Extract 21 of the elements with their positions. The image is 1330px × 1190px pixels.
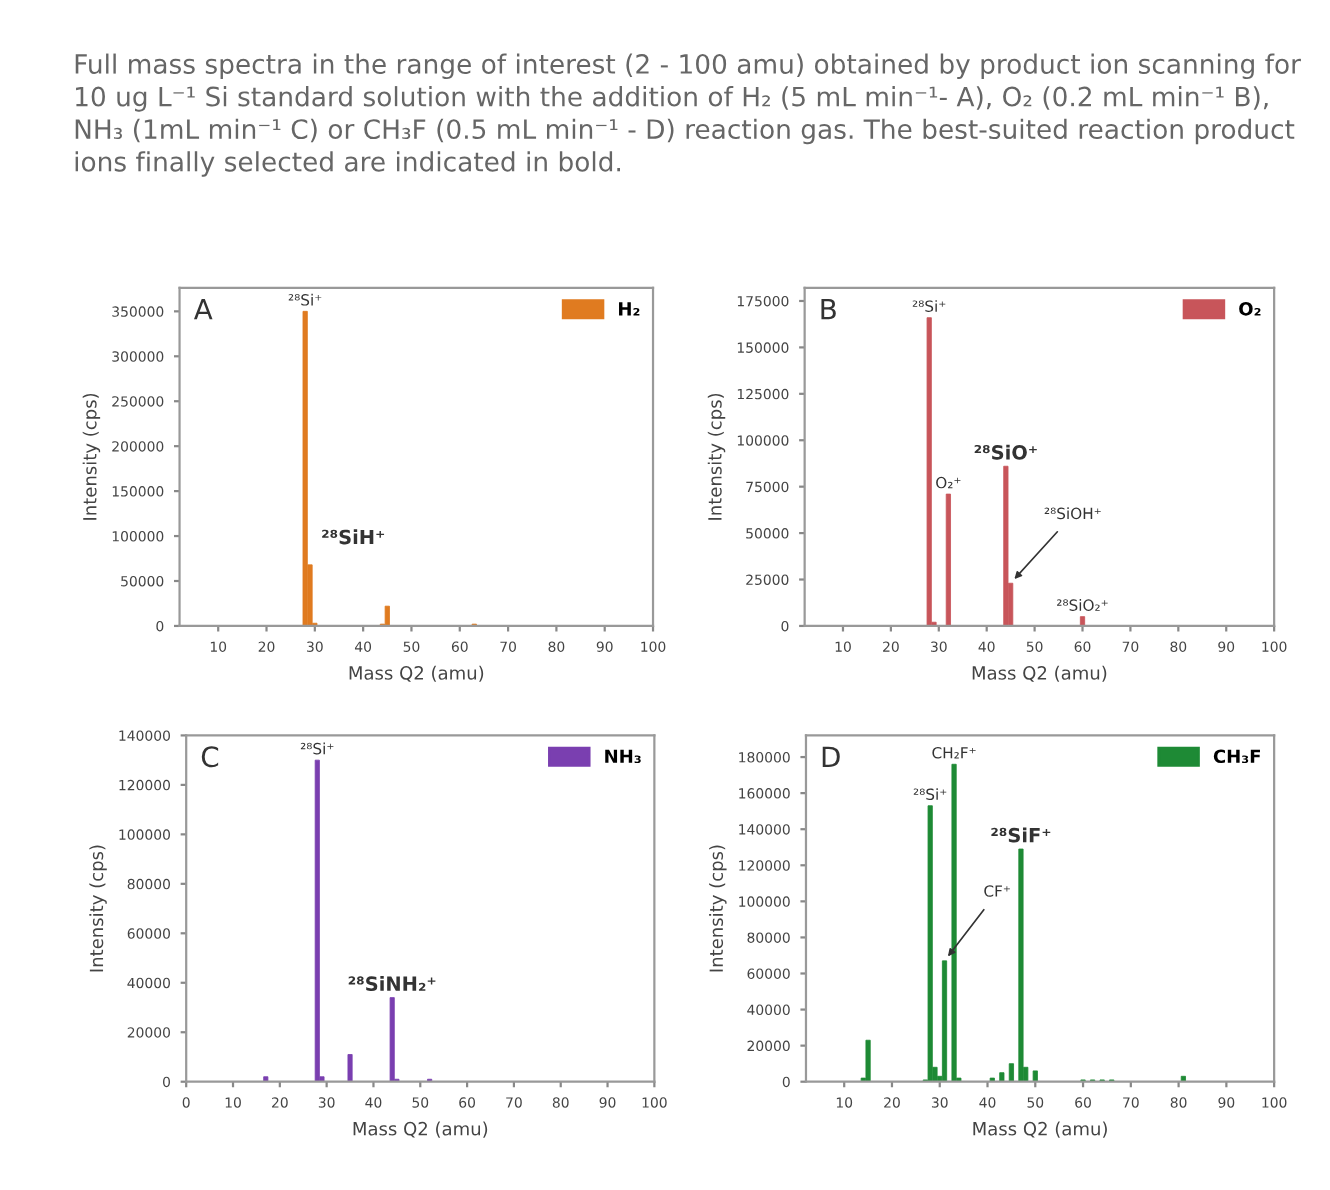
legend-label: H₂ [619,302,640,316]
y-axis-title: Intensity (cps) [82,393,101,520]
annotation: ²⁸SiNH₂⁺ [348,976,436,992]
x-axis-title: Mass Q2 (amu) [353,1121,488,1138]
annotation: ²⁸SiF⁺ [991,827,1051,843]
legend-label: O₂ [1239,302,1261,316]
chart-title: Full mass spectra in the range of interest (2 - 100 amu) obtained by product ion scanning for 10 ug L⁻¹ Si standard solution with the addition of H₂ (5 mL min⁻¹- A), O₂ (0.2 mL min⁻¹ B), NH₃ (1mL min⁻¹ C) or CH₃F (0.5 mL min⁻¹ - D) reaction gas. The best-suited reaction product ions finally selected are indicated in bold. [75,53,1301,177]
x-axis-title: Mass Q2 (amu) [973,1121,1107,1138]
annotation: D [822,746,840,767]
y-axis-title: Intensity (cps) [89,845,107,972]
annotation: B [821,298,836,320]
y-axis-title: Intensity (cps) [709,845,727,972]
annotation: A [193,298,213,320]
legend-label: CH₃F [1213,749,1260,764]
annotation: ²⁸SiO⁺ [974,444,1037,460]
x-axis-title: Mass Q2 (amu) [972,665,1107,682]
x-axis-title: Mass Q2 (amu) [349,665,484,682]
annotation: C [201,746,219,768]
y-axis-title: Intensity (cps) [707,393,726,520]
annotation: ²⁸SiH⁺ [322,529,385,545]
legend-label: NH₃ [605,749,641,764]
